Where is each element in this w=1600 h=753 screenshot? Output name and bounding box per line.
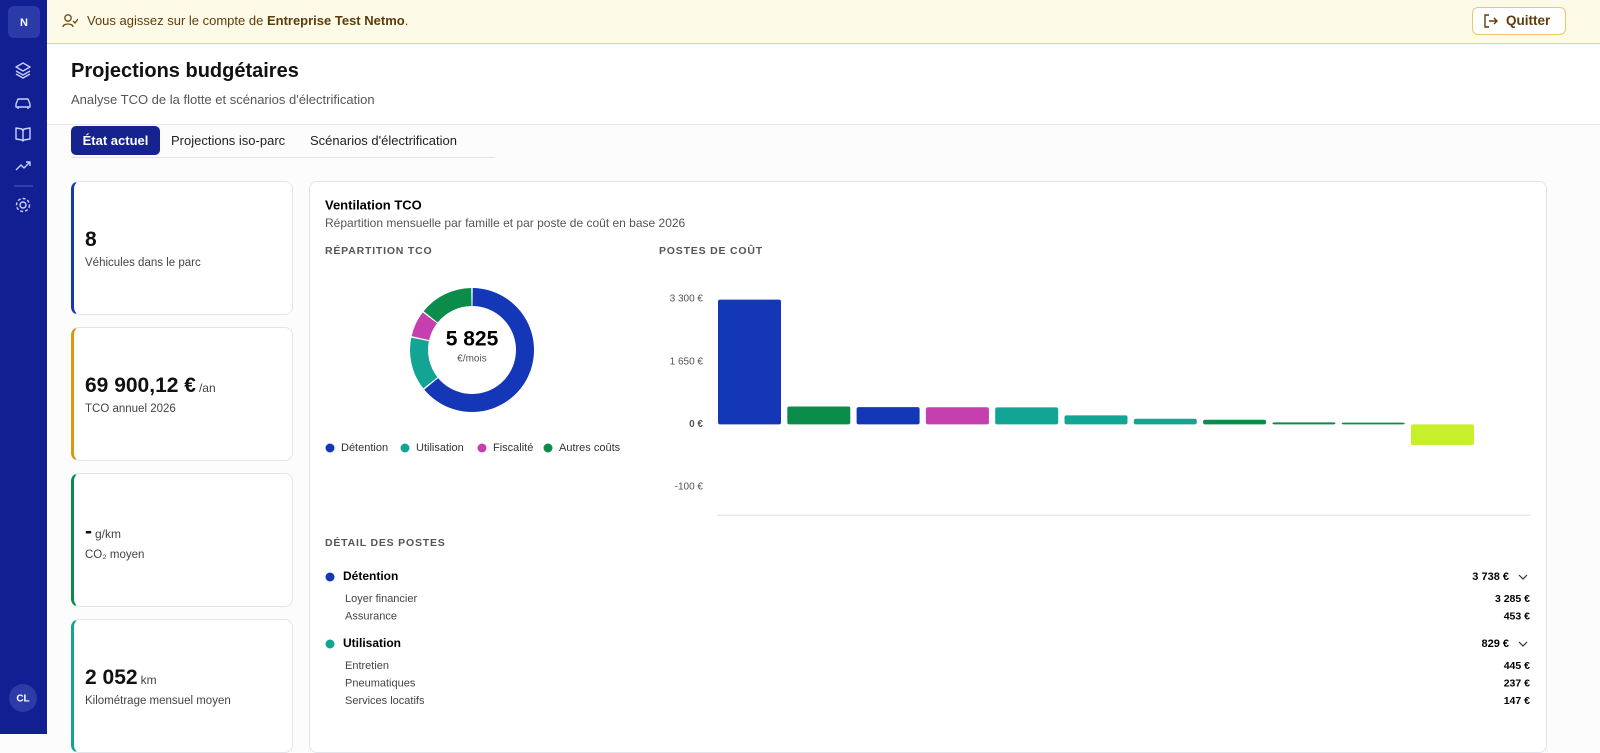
donut-center-unit: €/mois <box>457 354 486 365</box>
page-title: Projections budgétaires <box>71 60 299 82</box>
kpi-value: 8 <box>85 228 97 251</box>
y-tick-label: 1 650 € <box>670 356 704 367</box>
group-dot <box>325 639 335 649</box>
kpi-value: - <box>85 520 92 543</box>
kpi-unit: /an <box>198 381 216 395</box>
banner-message: Vous agissez sur le compte de Entreprise… <box>87 13 408 28</box>
tab[interactable]: Projections iso-parc <box>171 133 286 148</box>
expand-chevron[interactable] <box>1518 574 1528 580</box>
y-tick-label: 3 300 € <box>670 294 704 305</box>
bar <box>1203 419 1267 425</box>
bar <box>925 407 989 425</box>
item-name: Entretien <box>345 660 389 672</box>
bar <box>1133 418 1197 425</box>
quit-button[interactable]: Quitter <box>1472 7 1566 35</box>
book-icon[interactable] <box>15 127 31 142</box>
kpi-card: 8 Véhicules dans le parc <box>71 181 293 315</box>
legend-label: Autres coûts <box>559 442 621 454</box>
bar <box>995 407 1059 425</box>
kpi-unit: km <box>140 673 157 687</box>
tco-panel <box>309 181 1547 753</box>
kpi-card: 69 900,12 €/an TCO annuel 2026 <box>71 327 293 461</box>
kpi-value: 2 052 <box>85 666 138 689</box>
legend-label: Utilisation <box>416 442 464 454</box>
logo-box[interactable] <box>8 6 40 38</box>
donut-segment <box>410 337 438 389</box>
group-total: 829 € <box>1481 638 1509 650</box>
banner-account: Entreprise Test Netmo <box>266 13 405 28</box>
kpi-label: TCO annuel 2026 <box>85 403 176 415</box>
settings-gear <box>15 197 31 213</box>
kpi-card: 2 052 km Kilométrage mensuel moyen <box>71 619 293 753</box>
banner-text: Vous agissez sur le compte de <box>87 13 264 28</box>
item-value: 445 € <box>1504 660 1530 672</box>
item-value: 453 € <box>1504 610 1530 622</box>
bar-title: POSTES DE COÛT <box>659 244 763 257</box>
group-total: 3 738 € <box>1472 571 1509 583</box>
group-name: Détention <box>343 569 398 583</box>
item-name: Pneumatiques <box>345 677 416 689</box>
tab-active[interactable]: État actuel <box>71 126 160 155</box>
settings-icon[interactable] <box>19 201 27 209</box>
y-tick-label: -100 € <box>675 482 704 493</box>
banner-suffix: . <box>404 13 409 28</box>
sidebar-icons: N CL <box>8 6 40 712</box>
legend-dot <box>477 443 487 453</box>
bar <box>787 406 851 425</box>
trend-icon[interactable] <box>15 161 31 171</box>
item-value: 147 € <box>1504 695 1530 707</box>
logo: N <box>20 17 28 29</box>
logout-icon <box>1484 14 1498 28</box>
panel-subtitle: Répartition mensuelle par famille et par… <box>325 216 686 230</box>
item-value: 3 285 € <box>1495 593 1530 605</box>
kpi-card: - g/km CO₂ moyen <box>71 473 293 607</box>
expand-chevron[interactable] <box>1518 641 1528 647</box>
legend-label: Détention <box>341 442 388 454</box>
sidebar: N CL <box>0 0 47 734</box>
kpi-unit: g/km <box>95 527 122 541</box>
tco-content: Ventilation TCO Répartition mensuelle pa… <box>325 197 1530 707</box>
bar <box>1341 422 1405 425</box>
legend-dot <box>400 443 410 453</box>
donut-segment <box>411 312 438 341</box>
page-subtitle: Analyse TCO de la flotte et scénarios d'… <box>71 92 375 107</box>
page-header: Projections budgétaires Analyse TCO de l… <box>47 44 1600 125</box>
kpi-value: 69 900,12 € <box>85 374 196 397</box>
legend-label: Fiscalité <box>493 442 533 454</box>
layers-icon[interactable] <box>15 62 31 79</box>
group-dot <box>325 572 335 582</box>
quit-label: Quitter <box>1506 13 1551 28</box>
item-name: Loyer financier <box>345 593 417 605</box>
car-icon[interactable] <box>15 98 31 109</box>
item-name: Assurance <box>345 610 397 622</box>
bar <box>856 407 920 425</box>
donut-title: RÉPARTITION TCO <box>325 244 432 257</box>
tab[interactable]: Scénarios d'électrification <box>310 133 457 148</box>
user-avatar[interactable] <box>9 684 37 712</box>
legend-dot <box>325 443 335 453</box>
group-name: Utilisation <box>343 636 401 650</box>
bar <box>1272 422 1336 425</box>
bar <box>1411 424 1474 446</box>
kpi-label: CO₂ moyen <box>85 549 145 561</box>
y-tick-label: 0 € <box>689 419 703 430</box>
bar <box>1064 415 1128 425</box>
donut-segment <box>423 288 472 323</box>
tabs-underline <box>71 157 495 158</box>
donut-center-value: 5 825 <box>446 328 499 351</box>
legend-dot <box>543 443 553 453</box>
user-icon <box>62 14 78 28</box>
donut-segment <box>424 288 534 412</box>
impersonation-banner: Vous agissez sur le compte de Entreprise… <box>47 0 1600 44</box>
item-value: 237 € <box>1504 677 1530 689</box>
user-initials: CL <box>16 694 29 705</box>
kpi-label: Kilométrage mensuel moyen <box>85 695 231 707</box>
details-title: DÉTAIL DES POSTES <box>325 536 446 549</box>
item-name: Services locatifs <box>345 695 425 707</box>
panel-title: Ventilation TCO <box>325 197 422 212</box>
kpi-label: Véhicules dans le parc <box>85 257 201 269</box>
bar <box>718 299 781 425</box>
